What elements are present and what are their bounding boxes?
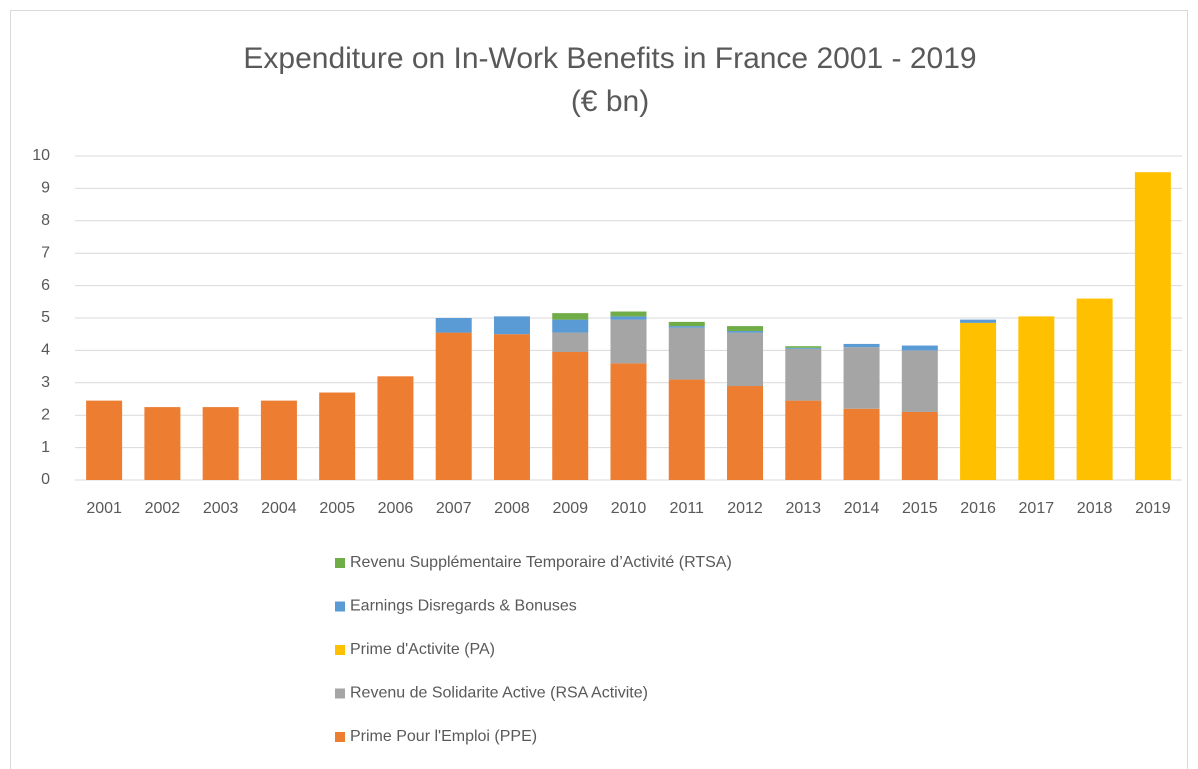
x-tick-label: 2006 bbox=[378, 500, 414, 517]
legend-swatch bbox=[335, 601, 345, 612]
chart-title: Expenditure on In-Work Benefits in Franc… bbox=[243, 42, 976, 75]
y-tick-label: 4 bbox=[41, 342, 50, 359]
bar-segment bbox=[901, 345, 938, 351]
bar-segment bbox=[319, 392, 356, 480]
y-tick-label: 10 bbox=[32, 147, 50, 164]
bar-segment bbox=[727, 332, 764, 387]
bar-segment bbox=[493, 316, 530, 335]
bar-segment bbox=[727, 386, 764, 480]
legend-label: Prime Pour l'Emploi (PPE) bbox=[350, 728, 537, 745]
x-tick-label: 2002 bbox=[145, 500, 181, 517]
y-tick-label: 9 bbox=[41, 180, 50, 197]
bar-segment bbox=[552, 319, 589, 333]
bar-segment bbox=[610, 316, 647, 320]
bar-segment bbox=[435, 318, 472, 333]
bar-segment bbox=[785, 400, 822, 480]
bar-segment bbox=[260, 400, 297, 480]
bar-segment bbox=[727, 326, 764, 331]
bar-segment bbox=[610, 363, 647, 480]
bar-segment bbox=[1018, 316, 1055, 480]
y-tick-label: 3 bbox=[41, 374, 50, 391]
x-tick-label: 2005 bbox=[319, 500, 355, 517]
legend-swatch bbox=[335, 732, 345, 742]
legend-label: Earnings Disregards & Bonuses bbox=[350, 598, 577, 615]
bar-segment bbox=[202, 407, 239, 480]
x-tick-label: 2003 bbox=[203, 500, 239, 517]
x-tick-label: 2016 bbox=[960, 500, 996, 517]
y-tick-label: 0 bbox=[41, 471, 50, 488]
bar-segment bbox=[552, 332, 589, 353]
x-tick-label: 2011 bbox=[670, 500, 705, 517]
y-tick-label: 1 bbox=[41, 439, 50, 456]
bar-segment bbox=[493, 334, 530, 480]
y-tick-label: 8 bbox=[41, 212, 50, 229]
legend-label: Prime d'Activite (PA) bbox=[350, 641, 495, 658]
x-tick-label: 2019 bbox=[1135, 500, 1171, 517]
x-tick-label: 2001 bbox=[86, 500, 122, 517]
bar-segment bbox=[843, 343, 880, 348]
bar-segment bbox=[610, 319, 647, 364]
x-tick-label: 2017 bbox=[1019, 500, 1055, 517]
x-tick-label: 2007 bbox=[436, 500, 472, 517]
bar-segment bbox=[435, 332, 472, 480]
legend-label: Revenu de Solidarite Active (RSA Activit… bbox=[350, 685, 648, 702]
bar-segment bbox=[727, 330, 764, 333]
bar-segment bbox=[377, 376, 414, 480]
bar-segment bbox=[144, 407, 181, 480]
y-tick-label: 7 bbox=[41, 244, 50, 261]
bar-segment bbox=[668, 321, 705, 327]
legend-label: Revenu Supplémentaire Temporaire d’Activ… bbox=[350, 554, 732, 571]
x-tick-label: 2012 bbox=[727, 500, 763, 517]
bar-segment bbox=[1076, 298, 1113, 480]
x-tick-label: 2009 bbox=[552, 500, 588, 517]
bar-segment bbox=[843, 408, 880, 480]
bar-segment bbox=[960, 322, 997, 480]
bar-segment bbox=[843, 347, 880, 409]
bar-segment bbox=[552, 313, 589, 320]
bar-segment bbox=[785, 347, 822, 349]
chart-subtitle: (€ bn) bbox=[571, 85, 649, 118]
x-tick-label: 2004 bbox=[261, 500, 297, 517]
legend-swatch bbox=[335, 558, 345, 568]
x-tick-label: 2018 bbox=[1077, 500, 1113, 517]
y-tick-label: 2 bbox=[41, 406, 50, 423]
bar-segment bbox=[86, 400, 123, 480]
bar-segment bbox=[552, 352, 589, 480]
x-tick-label: 2010 bbox=[611, 500, 647, 517]
x-tick-label: 2008 bbox=[494, 500, 530, 517]
y-tick-label: 6 bbox=[41, 277, 50, 294]
bar-segment bbox=[785, 346, 822, 348]
x-tick-label: 2014 bbox=[844, 500, 880, 517]
bar-segment bbox=[1134, 172, 1171, 480]
y-tick-label: 5 bbox=[41, 309, 50, 326]
chart-frame bbox=[10, 10, 1188, 769]
bar-segment bbox=[901, 350, 938, 412]
x-tick-label: 2015 bbox=[902, 500, 938, 517]
bar-segment bbox=[668, 327, 705, 380]
bar-segment bbox=[610, 311, 647, 317]
bar-segment bbox=[960, 319, 997, 323]
legend-swatch bbox=[335, 645, 345, 655]
bar-segment bbox=[785, 348, 822, 401]
bar-segment bbox=[668, 326, 705, 328]
legend-swatch bbox=[335, 688, 345, 699]
bar-segment bbox=[668, 379, 705, 480]
x-tick-label: 2013 bbox=[785, 500, 821, 517]
bar-segment bbox=[901, 411, 938, 480]
